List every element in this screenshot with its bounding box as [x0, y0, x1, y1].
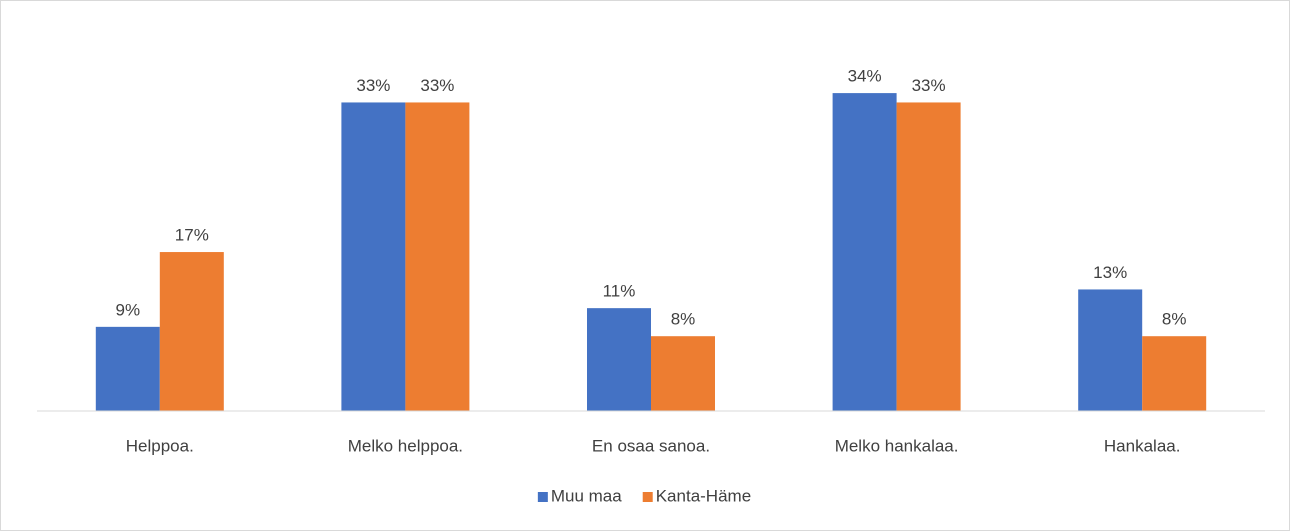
data-label: 8% — [1162, 310, 1187, 329]
bar — [1142, 336, 1207, 411]
data-label: 9% — [116, 300, 141, 319]
data-label: 13% — [1093, 263, 1127, 282]
bar — [651, 336, 715, 411]
x-tick-label: Helppoa. — [126, 436, 194, 455]
x-tick-label: Hankalaa. — [1104, 436, 1181, 455]
data-label: 34% — [848, 67, 882, 86]
x-tick-label: En osaa sanoa. — [592, 436, 710, 455]
data-label: 33% — [912, 76, 946, 95]
legend-label: Kanta-Häme — [656, 486, 751, 505]
bar — [405, 102, 470, 411]
data-label: 8% — [671, 310, 696, 329]
data-label: 33% — [356, 76, 390, 95]
x-tick-label: Melko helppoa. — [348, 436, 463, 455]
bar — [587, 308, 651, 411]
data-label: 33% — [420, 76, 454, 95]
bar — [95, 326, 160, 411]
data-label: 17% — [175, 226, 209, 245]
x-tick-label: Melko hankalaa. — [835, 436, 959, 455]
legend-swatch — [642, 492, 653, 502]
bar — [1078, 289, 1143, 411]
bar — [896, 102, 961, 411]
bar — [159, 252, 224, 411]
bar — [341, 102, 406, 411]
legend-label: Muu maa — [551, 486, 622, 505]
data-label: 11% — [603, 282, 636, 301]
legend-swatch — [537, 492, 548, 502]
bar — [832, 93, 897, 411]
